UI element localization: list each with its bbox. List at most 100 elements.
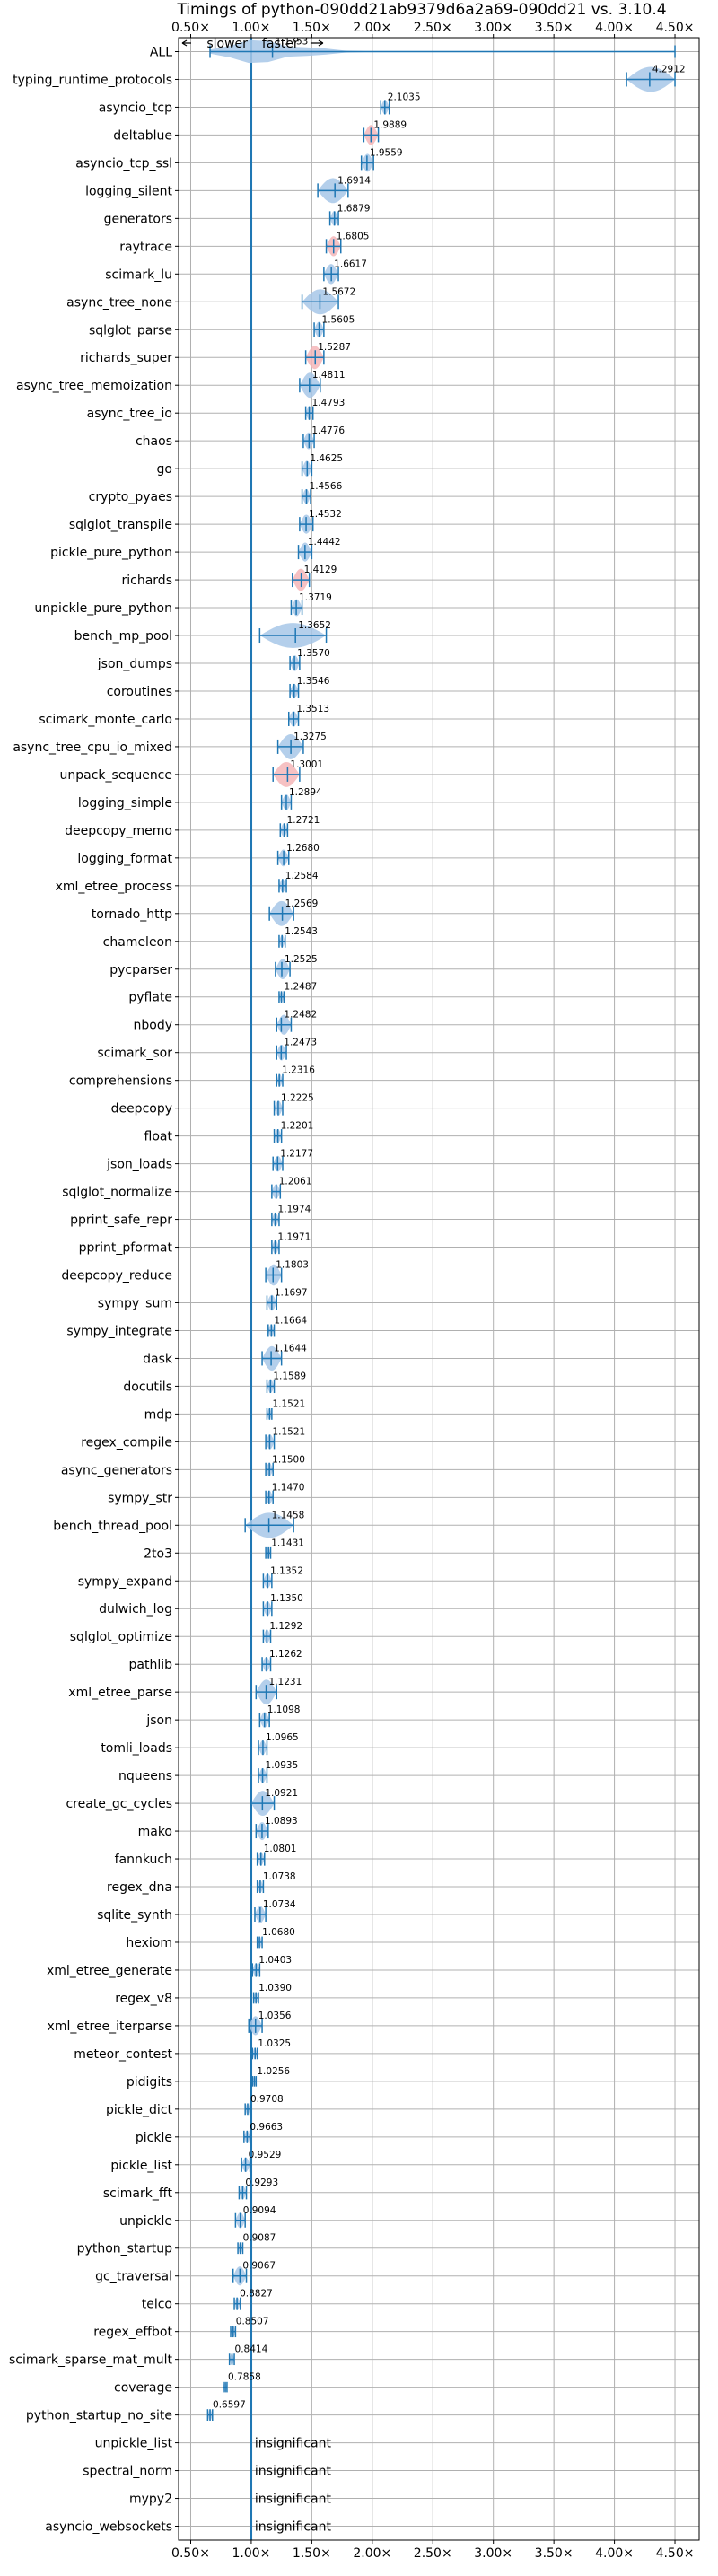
value-label: 1.5287 [318,342,351,353]
slower-arrow [181,39,191,47]
value-label: 0.8827 [240,2289,273,2300]
value-label: 1.0893 [265,1816,298,1827]
value-label: 1.0965 [266,1732,299,1743]
value-label: 1.0738 [263,1871,296,1882]
benchmark-label: json_dumps [97,657,172,671]
benchmark-label: spectral_norm [83,2465,172,2479]
benchmark-label: regex_dna [107,1880,172,1895]
benchmark-label: asyncio_tcp [99,101,172,115]
benchmark-label: regex_v8 [115,1992,172,2006]
benchmark-label: comprehensions [69,1074,172,1089]
benchmark-label: meteor_contest [74,2047,172,2062]
value-label: 1.2721 [287,815,320,826]
value-label: 0.9293 [245,2177,278,2188]
value-label: 1.5672 [322,286,355,297]
value-label: 0.9529 [249,2150,282,2160]
value-label: 1.6617 [334,258,367,269]
benchmark-label: ALL [150,45,172,59]
benchmark-label: unpack_sequence [60,768,172,783]
benchmark-label: unpickle_list [95,2437,173,2451]
value-label: 0.8507 [236,2317,269,2327]
value-label: 1.1521 [272,1426,305,1437]
legend-slower-label: slower [206,37,248,51]
benchmark-label: telco [142,2298,172,2312]
benchmark-label: sympy_str [108,1491,172,1505]
value-label: 0.6597 [213,2400,246,2411]
value-label: 1.6914 [337,175,371,186]
value-label: 1.1803 [276,1260,309,1271]
benchmark-label: pprint_pformat [79,1241,173,1256]
value-label: 1.6879 [337,203,371,214]
value-label: 1.2680 [286,843,320,854]
value-label: 1.2487 [284,982,317,993]
benchmark-label: regex_effbot [93,2326,172,2340]
benchmark-label: sqlglot_parse [89,323,172,337]
plot-frame [178,37,700,2541]
benchmark-label: async_tree_cpu_io_mixed [13,740,172,755]
value-label: 1.1470 [272,1482,305,1493]
benchmark-label: xml_etree_iterparse [48,2020,172,2034]
value-label: 1.1753 [276,36,309,47]
x-tick-label-bottom: 4.00× [595,2546,634,2561]
value-label: 1.0390 [258,1983,292,1993]
x-tick-label-top: 4.50× [656,21,695,35]
x-tick-label-bottom: 3.50× [535,2546,574,2561]
benchmark-label: docutils [123,1380,172,1394]
benchmark-label: scimark_monte_carlo [39,713,172,727]
value-label: 0.7858 [228,2372,261,2383]
benchmark-label: unpickle [119,2214,172,2229]
value-label: 1.9559 [370,147,403,158]
benchmark-label: deepcopy_reduce [61,1269,172,1284]
benchmark-label: richards [122,574,173,588]
value-label: 0.9708 [250,2094,284,2105]
value-label: 1.1350 [270,1593,303,1604]
benchmark-label: mypy2 [129,2493,172,2507]
value-label: 1.2225 [281,1093,314,1104]
value-label: 1.3275 [293,732,327,742]
value-label: 1.1697 [275,1287,308,1298]
x-tick-label-bottom: 2.00× [353,2546,391,2561]
benchmark-label: pickle_list [110,2159,172,2173]
benchmark-label: crypto_pyaes [89,490,172,504]
value-label: 1.1974 [278,1205,311,1215]
insignificant-label: insignificant [255,2465,332,2479]
violin-layer [206,39,676,2421]
value-label: 1.0921 [265,1788,298,1799]
value-label: 1.1352 [270,1565,303,1576]
legend: slower faster [181,37,324,51]
benchmark-label: sqlite_synth [97,1908,172,1923]
value-label: 1.1644 [274,1343,307,1354]
benchmark-label: async_tree_memoization [16,379,172,393]
legend-faster-label: faster [262,37,299,51]
value-label: 1.3513 [296,704,329,714]
grid-layer [175,34,699,2544]
benchmark-label: sqlglot_optimize [70,1630,172,1644]
value-label: 1.1231 [269,1677,302,1687]
benchmark-label: pathlib [129,1658,173,1672]
value-label: 1.4532 [309,509,342,520]
benchmark-label: python_startup_no_site [26,2409,172,2423]
benchmark-label: tornado_http [92,907,172,922]
value-label: 1.1589 [273,1371,306,1381]
value-label: 1.5605 [322,314,355,325]
insignificant-label: insignificant [255,2520,332,2535]
x-tick-label-top: 2.00× [353,21,391,35]
value-label: 1.2473 [284,1038,317,1048]
value-label: 1.2584 [285,871,319,881]
benchmark-label: coroutines [107,685,172,699]
value-label: 1.0801 [264,1844,297,1854]
value-label: 1.4129 [304,565,337,575]
value-label: 1.3719 [299,592,332,603]
benchmark-label: deepcopy [111,1102,172,1117]
value-label: 1.2061 [279,1177,312,1187]
value-label: 0.9094 [243,2205,276,2216]
value-label: 1.1664 [274,1315,307,1326]
benchmark-label: sqlglot_normalize [62,1186,172,1200]
benchmark-label: json_loads [106,1158,172,1172]
benchmark-label: logging_silent [85,184,172,198]
value-label: 1.3570 [297,648,330,659]
benchmark-label: python_startup [77,2242,172,2256]
value-label: 1.2525 [285,954,318,965]
benchmark-label: chaos [136,434,172,449]
benchmark-label: regex_compile [81,1435,172,1450]
